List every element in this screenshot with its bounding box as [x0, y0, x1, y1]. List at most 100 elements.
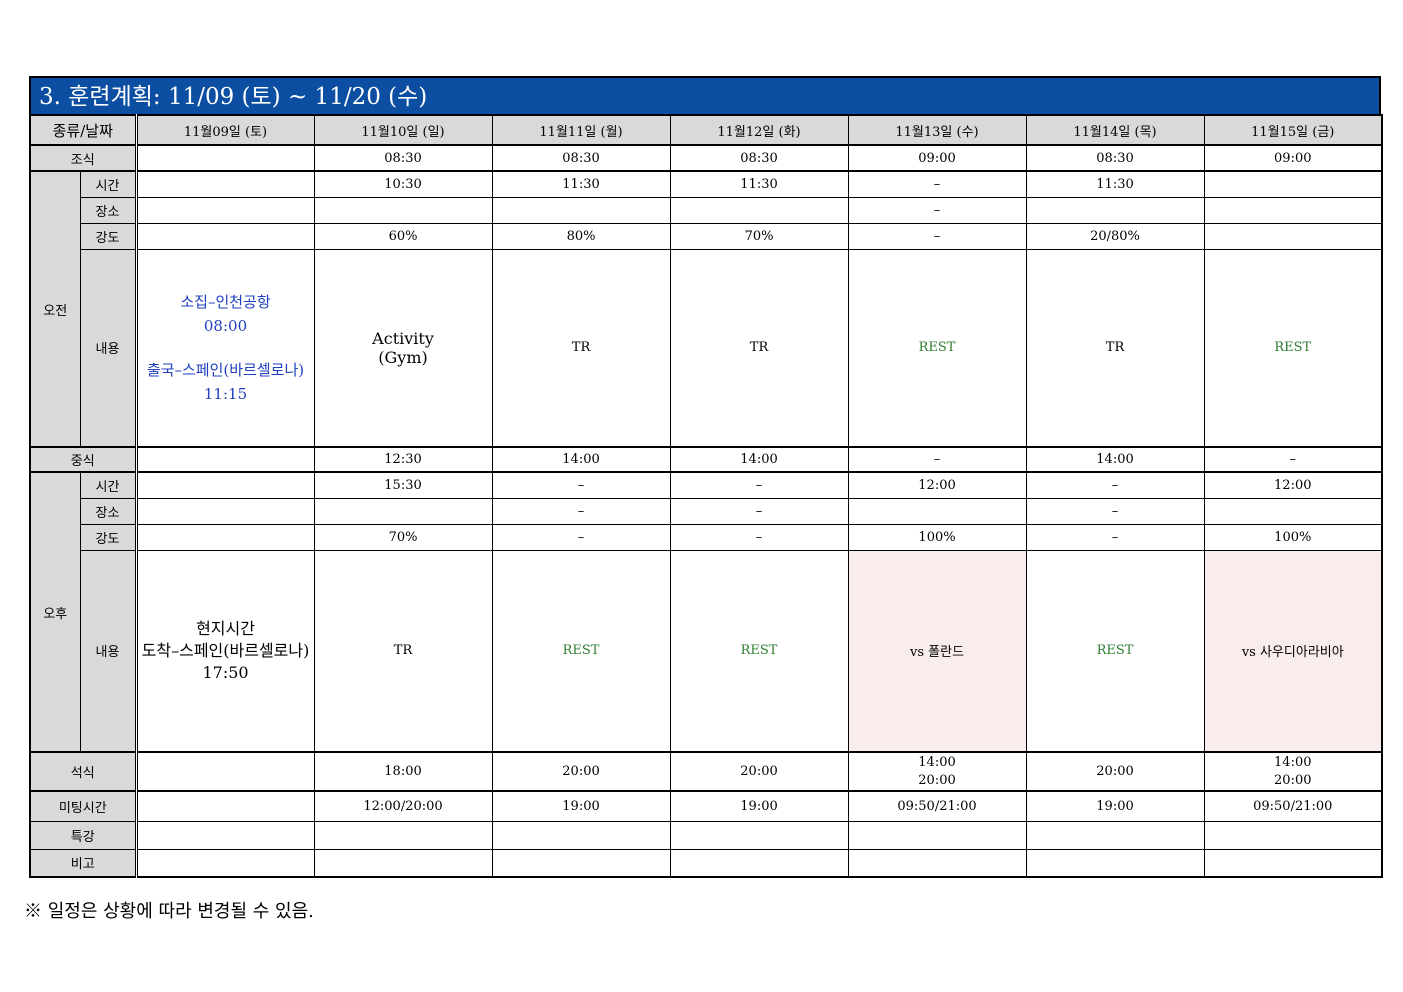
pm-time-cell: 15:30 [313, 471, 493, 499]
lecture-label: 특강 [29, 820, 138, 850]
am-intensity-row: 강도 60% 80% 70% – 20/80% [30, 222, 1383, 250]
assembly-time: 08:00 [203, 316, 248, 335]
am-place-cell [313, 196, 493, 224]
meeting-cell: 19:00 [491, 790, 671, 822]
lunch-cell [135, 446, 315, 473]
am-time-cell: – [847, 170, 1027, 198]
pm-place-cell: – [1025, 497, 1205, 525]
lecture-cell [669, 820, 849, 850]
breakfast-row: 조식 08:30 08:30 08:30 09:00 08:30 09:00 [29, 144, 1383, 172]
meeting-cell: 09:50/21:00 [1203, 790, 1383, 822]
date-header: 11월14일 (목) [1025, 114, 1205, 146]
dinner-time: 14:00 [918, 754, 956, 770]
breakfast-cell: 09:00 [1203, 144, 1383, 172]
remarks-cell [135, 848, 315, 878]
remarks-cell [669, 848, 849, 878]
pm-intensity-cell: – [1025, 523, 1205, 551]
meeting-cell: 19:00 [669, 790, 849, 822]
am-time-cell: 11:30 [491, 170, 671, 198]
pm-place-cell [1203, 497, 1383, 525]
dinner-cell: 20:00 [669, 751, 849, 792]
remarks-cell [313, 848, 493, 878]
am-intensity-cell: 60% [313, 222, 493, 250]
am-time-label: 시간 [79, 170, 138, 198]
lecture-cell [491, 820, 671, 850]
pm-time-cell: – [669, 471, 849, 499]
corner-header: 종류/날짜 [29, 114, 138, 146]
pm-content-cell: REST [669, 549, 849, 753]
dinner-cell: 20:00 [491, 751, 671, 792]
lunch-cell: 14:00 [491, 446, 671, 473]
remarks-row: 비고 [29, 848, 1383, 878]
pm-content-cell: REST [491, 549, 671, 753]
pm-place-row: 장소 – – – [30, 497, 1383, 525]
dinner-cell: 14:00 20:00 [1203, 751, 1383, 792]
date-header: 11월12일 (화) [669, 114, 849, 146]
lunch-label: 중식 [29, 446, 138, 473]
am-content-cell: TR [669, 248, 849, 448]
am-intensity-cell [135, 222, 315, 250]
am-place-cell [135, 196, 315, 224]
breakfast-cell: 09:00 [847, 144, 1027, 172]
am-time-cell [1203, 170, 1383, 198]
am-intensity-cell [1203, 222, 1383, 250]
dinner-cell [135, 751, 315, 792]
am-time-cell: 10:30 [313, 170, 493, 198]
departure-time: 11:15 [203, 384, 248, 403]
dinner-label: 석식 [29, 751, 138, 792]
am-content-cell: REST [847, 248, 1027, 448]
pm-place-label: 장소 [79, 497, 138, 525]
am-place-cell [491, 196, 671, 224]
lunch-row: 중식 12:30 14:00 14:00 – 14:00 – [29, 446, 1383, 473]
activity-text: Activity [372, 328, 434, 348]
pm-place-cell [847, 497, 1027, 525]
am-intensity-cell: 70% [669, 222, 849, 250]
lunch-cell: – [847, 446, 1027, 473]
assembly-text: 소집–인천공항 [180, 292, 271, 311]
am-place-row: 장소 – [30, 196, 1383, 224]
am-intensity-cell: 80% [491, 222, 671, 250]
remarks-cell [491, 848, 671, 878]
am-place-cell [669, 196, 849, 224]
morning-label: 오전 [29, 170, 81, 448]
lunch-cell: 12:30 [313, 446, 493, 473]
am-time-cell: 11:30 [669, 170, 849, 198]
am-content-cell: REST [1203, 248, 1383, 448]
pm-time-cell: 12:00 [1203, 471, 1383, 499]
pm-content-cell: TR [313, 549, 493, 753]
lecture-cell [135, 820, 315, 850]
pm-intensity-cell: 100% [847, 523, 1027, 551]
local-time-text: 현지시간 [196, 618, 255, 638]
pm-intensity-cell: 100% [1203, 523, 1383, 551]
remarks-cell [1025, 848, 1205, 878]
training-plan: 3. 훈련계획: 11/09 (토) ~ 11/20 (수) 종류/날짜 11월… [29, 76, 1384, 878]
date-header: 11월11일 (월) [491, 114, 671, 146]
pm-intensity-cell: 70% [313, 523, 493, 551]
pm-place-cell: – [669, 497, 849, 525]
pm-intensity-label: 강도 [79, 523, 138, 551]
dinner-time: 14:00 [1274, 754, 1312, 770]
pm-time-label: 시간 [79, 471, 138, 499]
breakfast-label: 조식 [29, 144, 138, 172]
breakfast-cell: 08:30 [669, 144, 849, 172]
lecture-cell [847, 820, 1027, 850]
afternoon-label: 오후 [29, 471, 81, 753]
lecture-cell [313, 820, 493, 850]
pm-time-cell: 12:00 [847, 471, 1027, 499]
dinner-cell: 18:00 [313, 751, 493, 792]
meeting-cell: 09:50/21:00 [847, 790, 1027, 822]
remarks-cell [847, 848, 1027, 878]
section-title: 3. 훈련계획: 11/09 (토) ~ 11/20 (수) [29, 76, 1381, 114]
pm-intensity-cell [135, 523, 315, 551]
am-place-cell [1203, 196, 1383, 224]
meeting-cell: 12:00/20:00 [313, 790, 493, 822]
dinner-cell: 14:00 20:00 [847, 751, 1027, 792]
am-place-cell: – [847, 196, 1027, 224]
am-content-row: 내용 소집–인천공항 08:00 출국–스페인(바르셀로나) 11:15 Act… [30, 248, 1383, 448]
am-content-cell: TR [491, 248, 671, 448]
lecture-row: 특강 [29, 820, 1383, 850]
schedule-table: 종류/날짜 11월09일 (토) 11월10일 (일) 11월11일 (월) 1… [29, 114, 1384, 878]
pm-place-cell: – [491, 497, 671, 525]
meeting-cell: 19:00 [1025, 790, 1205, 822]
breakfast-cell [135, 144, 315, 172]
